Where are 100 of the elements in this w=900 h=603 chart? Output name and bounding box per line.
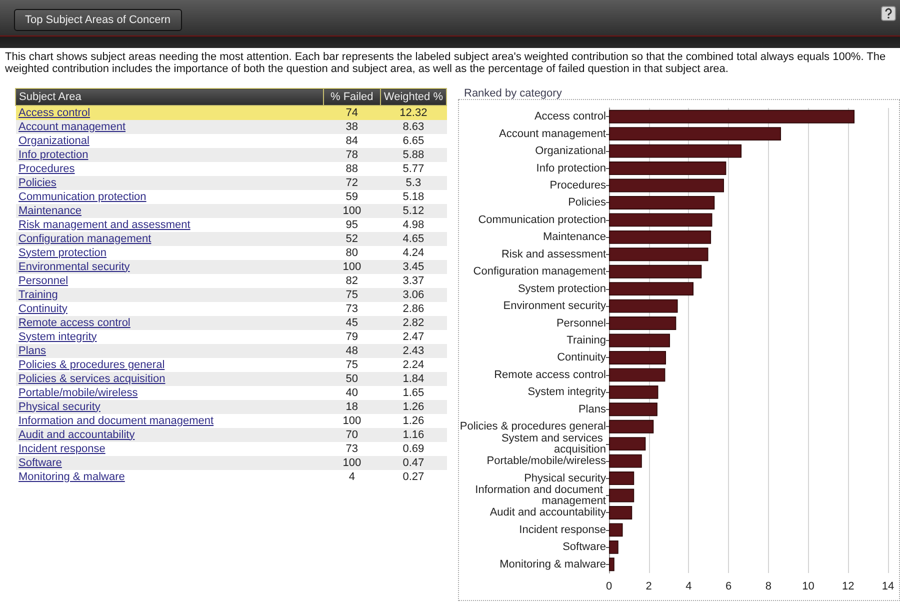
y-tick-label: Maintenance xyxy=(543,231,606,244)
category-label: Access control xyxy=(16,106,324,120)
data-label: 8.63 xyxy=(380,120,446,134)
data-label: 4.65 xyxy=(380,232,446,246)
data-label: 2.47 xyxy=(380,330,446,344)
y-tick-label: Training xyxy=(566,334,606,346)
data-label: 1.65 xyxy=(380,386,446,400)
bar xyxy=(609,523,623,537)
data-label: 5.88 xyxy=(380,148,446,162)
data-label: 3.45 xyxy=(380,260,446,274)
data-label: 1.26 xyxy=(380,414,446,428)
data-label: 45 xyxy=(323,316,380,330)
y-tick-label: Organizational xyxy=(535,145,606,158)
series-label: % Failed xyxy=(323,88,380,106)
data-label: 4 xyxy=(323,470,380,484)
y-tick-label: Remote access control xyxy=(494,368,606,381)
bar xyxy=(609,127,781,141)
category-label: Remote access control xyxy=(16,316,324,330)
category-label: Policies & procedures general xyxy=(16,358,324,372)
data-label: 1.16 xyxy=(380,428,446,442)
data-label: 2.86 xyxy=(380,302,446,316)
y-tick-label: Portable/mobile/wireless xyxy=(486,455,606,468)
y-tick-label: Software xyxy=(562,541,606,554)
bar xyxy=(609,437,646,451)
data-label: 72 xyxy=(323,176,380,190)
y-tick-label: Account management xyxy=(498,128,606,140)
y-tick-label: Continuity xyxy=(557,352,606,364)
data-label: 12.32 xyxy=(380,106,446,120)
bar xyxy=(609,454,642,468)
data-label: 84 xyxy=(323,134,380,148)
bar xyxy=(609,540,618,554)
y-tick-label: System protection xyxy=(518,282,606,295)
bar xyxy=(609,196,715,210)
data-label: 74 xyxy=(323,106,380,120)
data-label: 75 xyxy=(323,358,380,372)
category-label: System protection xyxy=(16,246,324,260)
data-label: 80 xyxy=(323,246,380,260)
category-label: Policies & services acquisition xyxy=(16,372,324,386)
bar xyxy=(609,282,694,296)
data-label: 48 xyxy=(323,344,380,358)
data-label: 0.69 xyxy=(380,442,446,456)
x-tick-label: 10 xyxy=(802,580,814,592)
data-label: 82 xyxy=(323,274,380,288)
bar xyxy=(609,316,676,330)
data-label: 0.27 xyxy=(380,470,446,484)
bar xyxy=(609,420,654,434)
bar xyxy=(609,110,855,124)
category-label: Info protection xyxy=(16,148,324,162)
y-tick-label: System and services acquisition xyxy=(501,432,606,456)
bar xyxy=(609,299,678,313)
bar xyxy=(609,402,658,416)
y-tick-label: Access control xyxy=(534,110,606,123)
data-label: 0.47 xyxy=(380,456,446,470)
text: This chart shows subject areas needing the most attention. Each bar represents the labeled subject area's weighted contribution so that the combined total always equals 100%. The weighted contribution includes the importance of both the question and subject area, as well as the percentage of failed question in that subject area. xyxy=(5,51,887,75)
data-label: 5.12 xyxy=(380,204,446,218)
data-label: 18 xyxy=(323,400,380,414)
bar xyxy=(609,334,670,348)
data-label: 2.82 xyxy=(380,316,446,330)
data-label: 70 xyxy=(323,428,380,442)
x-tick-label: 4 xyxy=(686,580,692,592)
data-label: 40 xyxy=(323,386,380,400)
category-label: Risk management and assessment xyxy=(16,218,324,232)
text: Top Subject Areas of Concern xyxy=(14,9,182,31)
data-label: 1.84 xyxy=(380,372,446,386)
data-label: 78 xyxy=(323,148,380,162)
data-label: 4.24 xyxy=(380,246,446,260)
data-label: 88 xyxy=(323,162,380,176)
y-tick-label: Configuration management xyxy=(473,266,606,278)
category-label: Organizational xyxy=(16,134,324,148)
data-label: 5.18 xyxy=(380,190,446,204)
data-label: 100 xyxy=(323,260,380,274)
data-label: 2.43 xyxy=(380,344,446,358)
y-tick-label: Info protection xyxy=(536,162,606,174)
data-label: 50 xyxy=(323,372,380,386)
y-tick-label: Procedures xyxy=(550,180,606,192)
data-label: 95 xyxy=(323,218,380,232)
data-label: 5.3 xyxy=(380,176,446,190)
category-label: Audit and accountability xyxy=(16,428,324,442)
y-tick-label: Incident response xyxy=(519,524,606,536)
data-label: 73 xyxy=(323,442,380,456)
text: Subject Area xyxy=(16,88,324,106)
y-tick-label: Policies & procedures general xyxy=(460,420,606,433)
series-label: Weighted % xyxy=(380,88,446,106)
y-tick-label: Policies xyxy=(568,196,606,209)
bar xyxy=(609,385,658,399)
x-tick-label: 0 xyxy=(606,580,612,592)
data-label: 38 xyxy=(323,120,380,134)
data-label: 100 xyxy=(323,414,380,428)
category-label: System integrity xyxy=(16,330,324,344)
data-label: 1.26 xyxy=(380,400,446,414)
category-label: Physical security xyxy=(16,400,324,414)
bar xyxy=(609,178,724,192)
category-label: Continuity xyxy=(16,302,324,316)
data-label: 5.77 xyxy=(380,162,446,176)
bar xyxy=(609,368,666,382)
data-label: 79 xyxy=(323,330,380,344)
x-tick-label: 2 xyxy=(646,580,652,592)
bar xyxy=(609,248,708,262)
data-label: 3.06 xyxy=(380,288,446,302)
bar xyxy=(609,162,726,175)
